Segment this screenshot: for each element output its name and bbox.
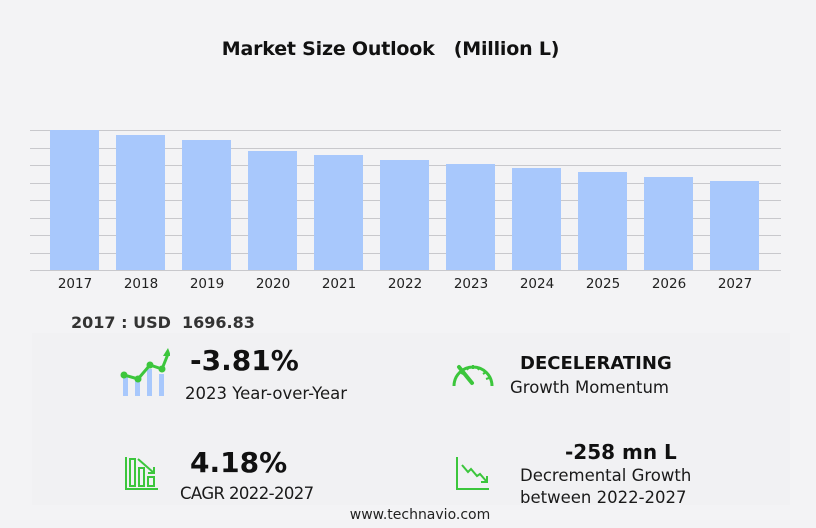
incremental-value: -258 mn L	[565, 440, 677, 464]
growth-chart-icon	[118, 348, 171, 398]
incremental-label-line2: between 2022-2027	[520, 488, 687, 507]
bar-2018[interactable]	[116, 135, 165, 270]
downtrend-line-icon	[455, 455, 491, 491]
chart-title: Market Size Outlook (Million L)	[221, 38, 560, 60]
x-axis-label: 2018	[123, 276, 159, 292]
x-axis-label: 2017	[57, 276, 93, 292]
incremental-label-line1: Decremental Growth	[520, 466, 692, 485]
bar-2017[interactable]	[50, 130, 99, 270]
x-axis-label: 2027	[717, 276, 753, 292]
bar-2026[interactable]	[644, 177, 693, 270]
yoy-label: 2023 Year-over-Year	[185, 384, 348, 403]
x-axis-label: 2023	[453, 276, 489, 292]
x-axis-label: 2020	[255, 276, 291, 292]
base-year-value: 2017 : USD 1696.83	[71, 313, 255, 332]
bar-2021[interactable]	[314, 155, 363, 270]
yoy-value: -3.81%	[190, 344, 299, 377]
cagr-value: 4.18%	[190, 446, 288, 479]
x-axis-label: 2026	[651, 276, 687, 292]
bar-2019[interactable]	[182, 140, 231, 270]
grid-line	[30, 148, 781, 149]
x-axis-label: 2021	[321, 276, 357, 292]
momentum-value: DECELERATING	[520, 353, 672, 374]
bar-2020[interactable]	[248, 151, 297, 270]
bar-2025[interactable]	[578, 172, 627, 270]
kpi-panel	[32, 333, 790, 505]
declining-bars-icon	[124, 455, 160, 491]
bar-2024[interactable]	[512, 168, 561, 270]
bar-2022[interactable]	[380, 160, 429, 270]
x-axis-label: 2022	[387, 276, 423, 292]
bar-chart: 2017 2018 2019 2020 2021 2022 2023 2024 2025 2026…	[30, 120, 782, 300]
speedometer-icon	[450, 358, 496, 388]
grid-line	[30, 270, 781, 271]
cagr-label: CAGR 2022-2027	[180, 484, 314, 503]
grid-line	[30, 130, 781, 131]
x-axis-label: 2024	[519, 276, 555, 292]
x-axis-label: 2025	[585, 276, 621, 292]
bar-2027[interactable]	[710, 181, 759, 270]
bar-2023[interactable]	[446, 164, 495, 270]
x-axis-label: 2019	[189, 276, 225, 292]
footer-url: www.technavio.com	[349, 507, 491, 523]
momentum-label: Growth Momentum	[510, 378, 669, 397]
